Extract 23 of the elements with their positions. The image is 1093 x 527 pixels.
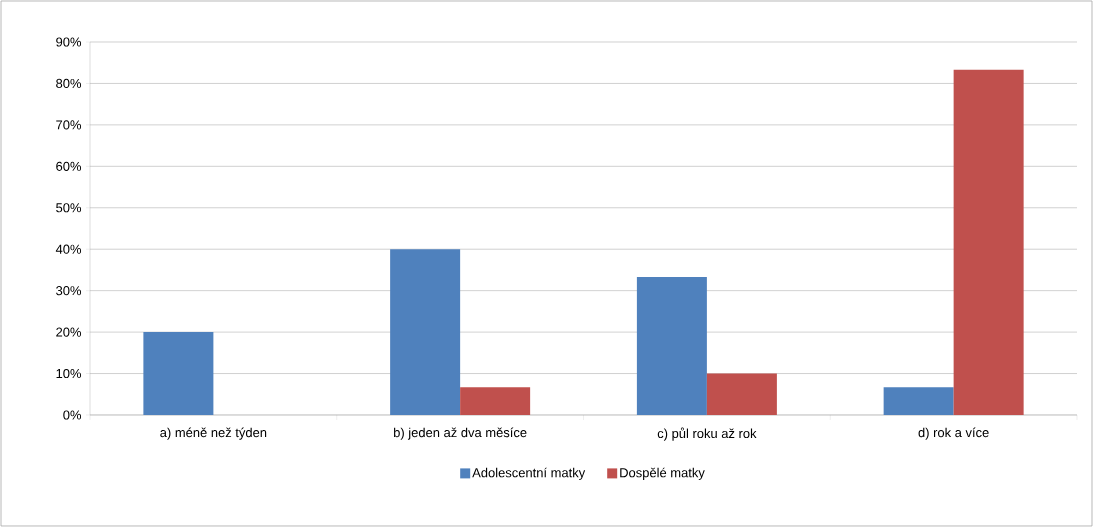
y-tick-label: 60% [56,161,82,171]
bar [143,332,214,415]
x-tick-label: a) méně než týden [160,427,267,440]
bar [460,387,531,415]
bar [390,249,461,415]
bar [706,373,777,415]
x-tick-label: c) půl roku až rok [657,427,757,441]
y-tick-label: 90% [56,37,82,47]
y-tick-label: 70% [56,120,82,130]
y-tick-label: 30% [56,286,82,296]
legend-label: Dospělé matky [620,467,705,480]
y-tick-label: 80% [56,78,82,89]
bar [636,276,707,415]
legend-label: Adolescentní matky [472,467,586,480]
bar [883,387,954,415]
y-tick-label: 50% [56,203,82,213]
y-tick-label: 10% [56,368,82,379]
y-tick-label: 40% [55,244,82,254]
bar [953,69,1024,415]
y-tick-label: 20% [56,327,82,337]
x-tick-label: d) rok a více [918,427,989,440]
y-tick-label: 0% [63,410,82,420]
x-tick-label: b) jeden až dva měsíce [394,427,527,440]
